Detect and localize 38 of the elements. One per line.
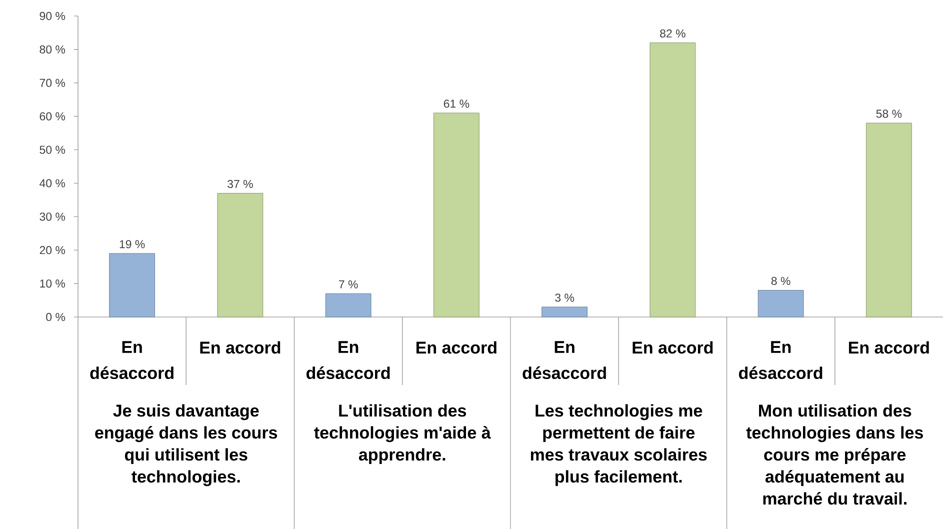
- data-label: 37 %: [228, 180, 253, 188]
- bar: [109, 253, 156, 318]
- text: En désaccord: [522, 341, 606, 380]
- bar: [433, 112, 480, 318]
- y-tick-label: 70 %: [40, 78, 66, 87]
- text: En accord: [632, 341, 713, 354]
- data-label: 8 %: [771, 276, 790, 286]
- data-label: 3 %: [555, 294, 574, 302]
- y-tick-label: 20 %: [40, 246, 66, 254]
- bar: [542, 306, 588, 318]
- series-label: En désaccord: [306, 341, 390, 380]
- data-label: 19 %: [120, 240, 145, 248]
- y-tick-label: 0 %: [46, 312, 66, 322]
- y-tick-label: 90 %: [40, 12, 66, 20]
- y-tick-label: 60 %: [40, 112, 66, 120]
- bar: [217, 192, 264, 318]
- y-tick-label: 10 %: [40, 279, 66, 288]
- bar: [866, 122, 912, 318]
- bar: [758, 290, 804, 318]
- x-tick-label: L'utilisation des technologies m'aide à apprendre.: [314, 404, 491, 464]
- series-label: En accord: [416, 341, 496, 354]
- data-label: 7 %: [339, 280, 358, 288]
- text: En désaccord: [90, 341, 174, 380]
- y-tick-label: 50 %: [40, 146, 66, 154]
- data-label: 82 %: [660, 29, 686, 38]
- y-tick-label: 40 %: [40, 179, 66, 188]
- text: En désaccord: [738, 341, 822, 380]
- data-label: 58 %: [876, 110, 902, 118]
- x-tick-label: Les technologies me permettent de faire mes travaux scolaires plus facilement.: [530, 404, 707, 486]
- y-tick-label: 80 %: [40, 45, 66, 54]
- bar: [325, 293, 372, 318]
- bar: [650, 42, 696, 318]
- x-tick-label: Mon utilisation des technologies dans les cours me prépare adéquatement au marché du travail.: [746, 404, 923, 505]
- text: En accord: [848, 341, 929, 354]
- x-tick-label: Je suis davantage engagé dans les cours qui utilisent les technologies.: [95, 404, 278, 486]
- data-label: 61 %: [444, 100, 470, 108]
- text: En accord: [200, 341, 280, 354]
- y-tick-label: 30 %: [40, 212, 66, 221]
